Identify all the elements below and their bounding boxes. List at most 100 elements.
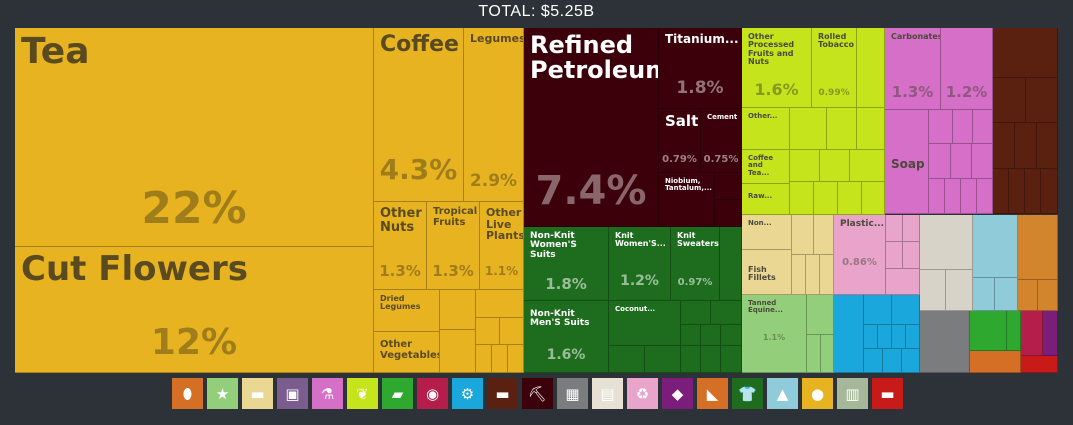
legend-vegetable-products-2-icon[interactable]: ❦	[347, 378, 378, 409]
cell-plastic-small[interactable]	[903, 242, 920, 269]
cell-chem-small[interactable]	[929, 110, 953, 144]
cell-food-small[interactable]	[838, 182, 862, 215]
cell-metals[interactable]	[993, 169, 1009, 214]
cell-tea[interactable]: Tea 22%	[15, 28, 374, 247]
cell-knit-womens[interactable]: Knit Women'S... 1.2%	[609, 227, 671, 301]
cell-food-small[interactable]	[820, 150, 850, 182]
cell-other-live-plants[interactable]: Other Live Plants 1.1%	[480, 202, 524, 290]
cell-textile-small[interactable]	[711, 301, 742, 325]
cell-machines[interactable]	[878, 325, 892, 349]
cell-textile-small[interactable]	[720, 227, 742, 301]
cell-veg-small[interactable]	[508, 345, 524, 373]
cell-hides-small[interactable]	[792, 215, 814, 255]
cell-transport[interactable]	[973, 215, 1018, 278]
legend-animal-products-icon[interactable]: ⬮	[172, 378, 203, 409]
cell-plastic-small[interactable]	[886, 215, 903, 242]
cell-animal-small[interactable]	[807, 335, 821, 373]
cell-chem-small[interactable]	[972, 144, 993, 179]
cell-refined-petroleum[interactable]: Refined Petroleum 7.4%	[524, 28, 659, 227]
cell-titanium[interactable]: Titanium... 1.8%	[659, 28, 742, 109]
cell-wood[interactable]	[1018, 215, 1058, 280]
legend-weapons-icon[interactable]: ▥	[837, 378, 868, 409]
cell-food-small[interactable]	[862, 182, 885, 215]
cell-cut-flowers[interactable]: Cut Flowers 12%	[15, 247, 374, 373]
cell-food-small[interactable]	[857, 28, 885, 108]
cell-hides-small[interactable]	[806, 255, 820, 295]
cell-chemical-2[interactable]: 1.2%	[941, 28, 993, 110]
cell-metals[interactable]	[993, 28, 1058, 78]
cell-machines[interactable]	[834, 295, 864, 373]
cell-machines[interactable]	[864, 325, 878, 349]
cell-coconut[interactable]: Coconut...	[609, 301, 681, 346]
cell-textile-small[interactable]	[721, 325, 742, 346]
cell-carbonates[interactable]: Carbonates 1.3%	[885, 28, 941, 110]
cell-gray[interactable]	[920, 311, 970, 373]
cell-metals[interactable]	[1041, 169, 1058, 214]
cell-metals[interactable]	[993, 123, 1015, 169]
legend-vegetable-products-icon[interactable]: ●	[802, 378, 833, 409]
cell-plastic-small[interactable]	[886, 269, 920, 295]
cell-food-small[interactable]	[790, 150, 820, 182]
cell-metals[interactable]	[993, 78, 1026, 123]
cell-tropical-fruits[interactable]: Tropical Fruits 1.3%	[427, 202, 480, 290]
cell-plastic-small[interactable]	[903, 215, 920, 242]
cell-machines[interactable]	[892, 325, 906, 349]
cell-metals[interactable]	[1009, 169, 1025, 214]
cell-salt[interactable]: Salt 0.79%	[659, 109, 701, 173]
cell-raw[interactable]: Raw...	[742, 184, 790, 215]
cell-hides-small[interactable]	[792, 255, 806, 295]
cell-veg-small[interactable]	[476, 345, 492, 373]
cell-other-processed-fruits[interactable]: Other Processed Fruits and Nuts 1.6%	[742, 28, 812, 108]
cell-mineral-small[interactable]	[715, 173, 742, 200]
legend-textiles-icon[interactable]: 👕	[732, 378, 763, 409]
cell-hides-small[interactable]	[820, 255, 834, 295]
cell-food-small[interactable]	[827, 108, 857, 150]
legend-animal-products-2-icon[interactable]: ▬	[242, 378, 273, 409]
cell-weapons[interactable]	[1021, 356, 1058, 373]
legend-transportation-icon[interactable]: ▲	[767, 378, 798, 409]
cell-footwear[interactable]	[970, 311, 1007, 351]
legend-art-icon[interactable]: ▣	[277, 378, 308, 409]
cell-coffee[interactable]: Coffee 4.3%	[374, 28, 464, 202]
cell-niobium[interactable]: Niobium, Tantalum,...	[659, 173, 715, 227]
cell-metals[interactable]	[1015, 123, 1037, 169]
cell-plastic[interactable]: Plastic... 0.86%	[834, 215, 886, 295]
cell-coffee-tea[interactable]: Coffee and Tea...	[742, 150, 790, 184]
cell-textile-small[interactable]	[701, 346, 721, 373]
cell-machines[interactable]	[906, 325, 920, 349]
legend-miscellaneous-icon[interactable]: ▦	[557, 378, 588, 409]
cell-machines[interactable]	[902, 349, 920, 373]
cell-fish-fillets[interactable]: Fish Fillets	[742, 250, 792, 295]
legend-minerals-icon[interactable]: ⛏	[522, 378, 553, 409]
legend-instruments-icon[interactable]: ◉	[417, 378, 448, 409]
cell-chem-small[interactable]	[929, 144, 951, 179]
cell-textile-small[interactable]	[609, 346, 645, 373]
cell-precious[interactable]	[1043, 311, 1058, 356]
legend-wood-products-icon[interactable]: ▬	[872, 378, 903, 409]
cell-machines[interactable]	[864, 349, 883, 373]
cell-machines[interactable]	[883, 349, 902, 373]
legend-animal-hides-icon[interactable]: ★	[207, 378, 238, 409]
cell-textile-small[interactable]	[721, 346, 742, 373]
cell-machines[interactable]	[892, 295, 920, 325]
cell-chem-small[interactable]	[961, 179, 977, 214]
legend-stone-glass-icon[interactable]: ◣	[697, 378, 728, 409]
cell-cement[interactable]: Cement 0.75%	[701, 109, 742, 173]
cell-animal-small[interactable]	[807, 295, 834, 335]
cell-textile-small[interactable]	[681, 346, 701, 373]
cell-textile-small[interactable]	[681, 301, 711, 325]
cell-textile-small[interactable]	[645, 346, 681, 373]
cell-veg-small[interactable]	[476, 290, 524, 318]
cell-food-small[interactable]	[790, 182, 814, 215]
cell-metals[interactable]	[1026, 78, 1058, 123]
cell-textile-small[interactable]	[681, 325, 701, 346]
cell-soap[interactable]: Soap	[885, 110, 929, 214]
legend-paper-goods-icon[interactable]: ▤	[592, 378, 623, 409]
cell-legumes[interactable]: Legumes 2.9%	[464, 28, 524, 202]
cell-wood[interactable]	[1038, 280, 1058, 311]
cell-food-other[interactable]: Other...	[742, 108, 790, 150]
legend-chemical-products-icon[interactable]: ⚗	[312, 378, 343, 409]
cell-orange-small[interactable]	[970, 351, 1021, 373]
cell-mineral-small[interactable]	[715, 200, 742, 227]
legend-precious-metals-icon[interactable]: ◆	[662, 378, 693, 409]
